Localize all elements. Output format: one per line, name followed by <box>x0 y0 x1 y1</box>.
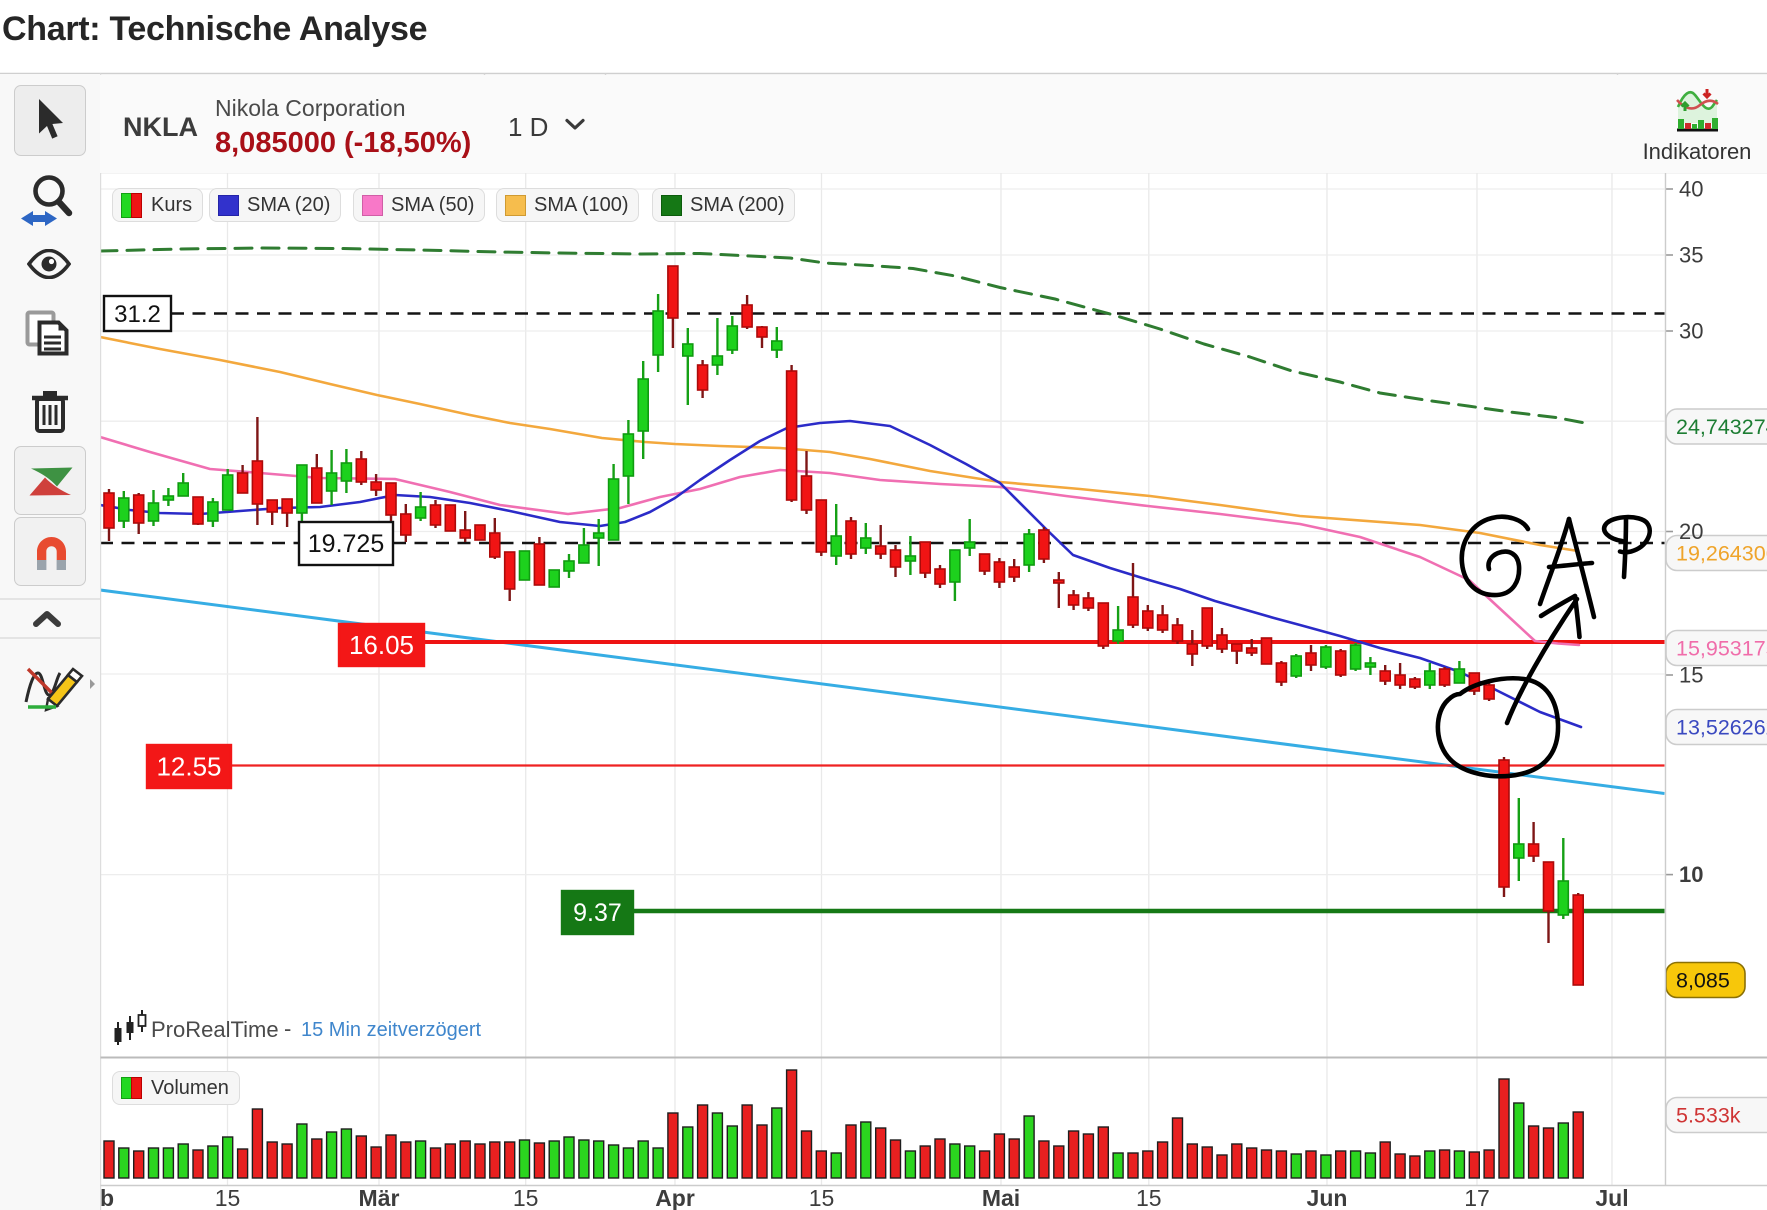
svg-text:Mär: Mär <box>359 1185 400 1210</box>
svg-text:Mai: Mai <box>982 1185 1020 1210</box>
svg-text:ProRealTime: ProRealTime <box>151 1017 279 1042</box>
svg-text:40: 40 <box>1679 177 1703 202</box>
svg-text:16.05: 16.05 <box>349 630 414 660</box>
svg-text:24,743274: 24,743274 <box>1676 415 1767 439</box>
svg-text:17: 17 <box>1464 1185 1490 1210</box>
svg-text:35: 35 <box>1679 243 1703 268</box>
svg-text:31.2: 31.2 <box>114 301 161 328</box>
svg-text:19,264306: 19,264306 <box>1676 542 1767 566</box>
svg-text:15: 15 <box>513 1185 539 1210</box>
svg-text:-: - <box>284 1016 291 1041</box>
svg-text:15,953175: 15,953175 <box>1676 637 1767 661</box>
svg-text:Jul: Jul <box>1595 1185 1628 1210</box>
svg-text:10: 10 <box>1679 862 1703 887</box>
svg-text:Apr: Apr <box>655 1185 695 1210</box>
svg-text:8,085: 8,085 <box>1676 969 1730 993</box>
svg-text:19.725: 19.725 <box>308 530 384 558</box>
svg-text:5.533k: 5.533k <box>1676 1104 1741 1128</box>
svg-text:20: 20 <box>1679 519 1703 544</box>
svg-text:15 Min zeitverzögert: 15 Min zeitverzögert <box>301 1019 482 1041</box>
svg-text:Jun: Jun <box>1307 1185 1348 1210</box>
svg-text:30: 30 <box>1679 319 1703 344</box>
svg-text:15: 15 <box>215 1185 241 1210</box>
svg-text:9.37: 9.37 <box>573 899 622 927</box>
svg-text:12.55: 12.55 <box>156 752 221 782</box>
svg-text:15: 15 <box>1136 1185 1162 1210</box>
svg-text:13,526262: 13,526262 <box>1676 716 1767 740</box>
svg-text:15: 15 <box>809 1185 835 1210</box>
svg-text:15: 15 <box>1679 663 1703 688</box>
svg-text:b: b <box>100 1185 114 1210</box>
